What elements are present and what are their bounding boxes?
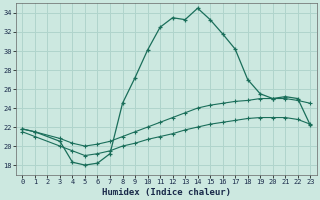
X-axis label: Humidex (Indice chaleur): Humidex (Indice chaleur) <box>102 188 231 197</box>
